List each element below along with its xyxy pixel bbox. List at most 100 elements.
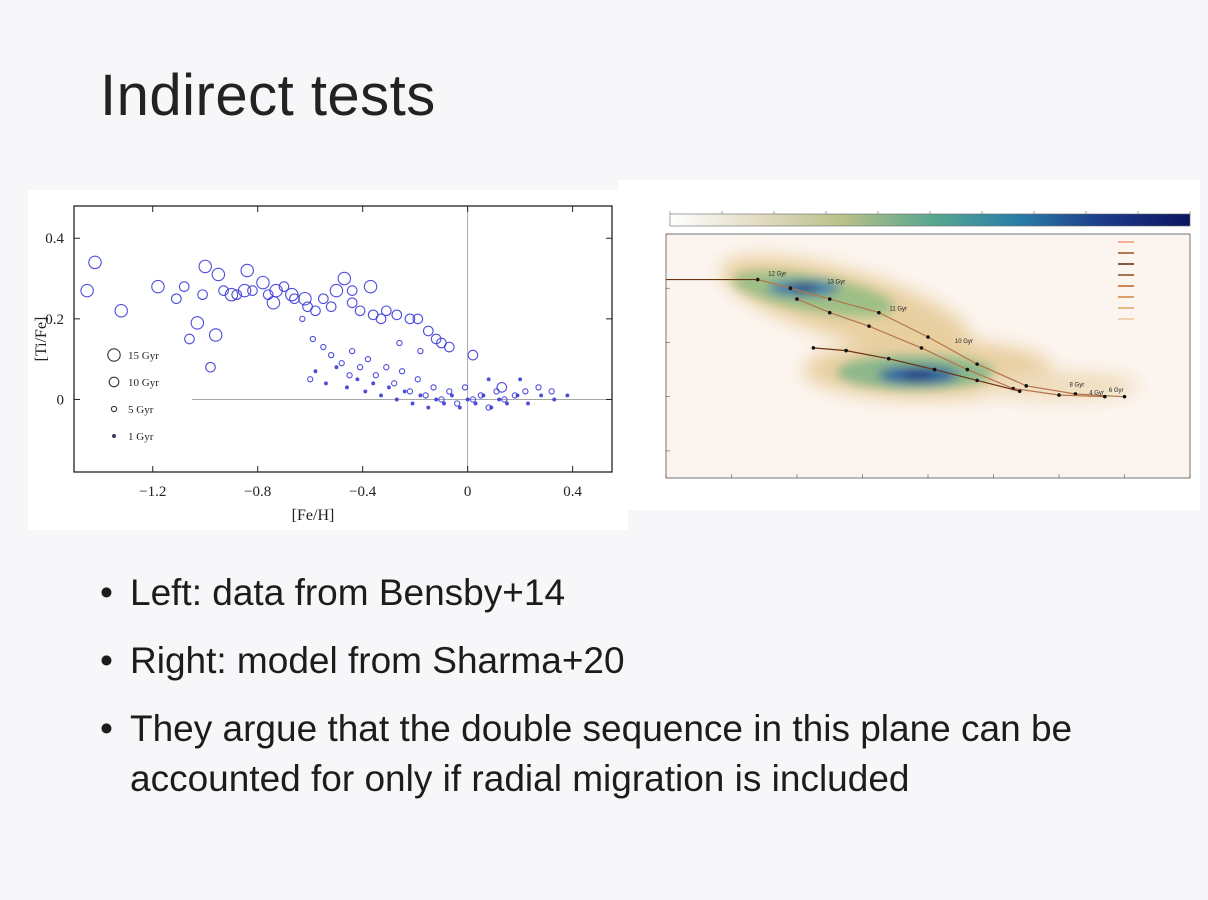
left-data-point (346, 372, 353, 379)
left-data-point (198, 259, 212, 274)
left-x-tick-label: 0.4 (563, 484, 582, 500)
left-data-point (443, 341, 455, 353)
density-peak-core (789, 284, 818, 292)
left-data-point (208, 328, 223, 342)
left-data-point (364, 356, 372, 363)
left-data-point (454, 400, 461, 407)
age-track-point (1122, 394, 1127, 399)
left-x-tick-label: −1.2 (139, 484, 166, 500)
left-data-point (240, 263, 254, 278)
age-track-point (827, 310, 832, 315)
left-data-point (320, 343, 327, 351)
left-x-axis-label: [Fe/H] (292, 507, 335, 524)
left-data-point (461, 384, 469, 391)
left-data-point (337, 271, 352, 286)
left-data-point (171, 293, 182, 305)
age-track-point (1103, 394, 1107, 399)
left-data-point (515, 393, 520, 398)
age-track-point (926, 335, 930, 339)
left-data-point (309, 335, 316, 343)
left-data-point (266, 295, 281, 310)
age-track-label: 11 Gyr (889, 307, 907, 313)
age-track-label: 10 Gyr (955, 339, 973, 345)
left-data-point (363, 279, 378, 294)
left-data-point (375, 313, 387, 325)
age-track-label: 6 Gyr (1109, 388, 1124, 394)
left-data-point (402, 389, 407, 394)
bullet-dot: • (100, 640, 113, 681)
left-data-point (518, 377, 523, 382)
left-data-point (505, 401, 509, 406)
slide-title: Indirect tests (100, 63, 436, 128)
age-track-label: 12 Gyr (768, 271, 786, 277)
left-data-point (497, 397, 502, 402)
left-data-point (418, 393, 423, 398)
left-data-point (346, 297, 358, 309)
left-y-tick-label: 0.4 (45, 231, 64, 247)
left-data-point (493, 388, 500, 395)
left-data-point (465, 397, 470, 402)
left-legend-label: 15 Gyr (128, 350, 159, 362)
left-data-point (313, 369, 318, 374)
left-data-point (535, 384, 542, 391)
left-data-point (285, 287, 299, 302)
left-data-point (190, 316, 205, 330)
left-data-point (548, 388, 555, 395)
age-track-point (827, 297, 832, 301)
bullet-list: • Left: data from Bensby+14 • Right: model… (100, 568, 1160, 804)
left-data-point (363, 389, 368, 394)
left-legend-label: 5 Gyr (128, 404, 154, 416)
left-data-point (328, 351, 335, 359)
bullet-text: Right: model from Sharma+20 (130, 640, 625, 681)
age-track-label: 4 Gyr (1089, 391, 1104, 397)
age-track-point (1017, 389, 1022, 394)
left-data-point (496, 382, 508, 393)
age-track-point (965, 367, 970, 372)
age-track-point (795, 297, 799, 301)
left-data-point (417, 347, 424, 355)
left-data-point (467, 349, 479, 361)
left-x-tick-label: 0 (464, 484, 472, 500)
bullet-item-right: • Right: model from Sharma+20 (100, 636, 1160, 686)
left-data-point (457, 405, 462, 410)
left-data-point (371, 381, 376, 386)
left-data-point (391, 309, 403, 321)
left-legend-marker (110, 405, 118, 413)
left-chart-bensby: −1.2 −0.8 −0.4 0 0.4 0 0.2 0.4 [Fe/H] [Ti/Fe] 15 G… (28, 190, 628, 530)
density-peak-core (902, 370, 935, 379)
left-legend-marker (108, 376, 120, 388)
left-data-point (329, 283, 344, 298)
left-legend-label: 10 Gyr (128, 377, 159, 389)
age-track-point (932, 367, 937, 372)
left-data-point (383, 364, 390, 371)
left-data-point (486, 377, 491, 382)
left-data-point (434, 397, 439, 402)
age-track-point (1024, 384, 1029, 388)
age-track-point (975, 378, 979, 383)
left-data-point (231, 289, 243, 301)
left-data-point (356, 364, 364, 371)
left-plot-frame (73, 205, 613, 473)
left-data-point (256, 275, 270, 290)
left-data-point (88, 255, 102, 270)
age-track-point (1057, 393, 1061, 397)
left-data-point (469, 396, 477, 403)
left-data-point (307, 376, 314, 383)
left-data-point (205, 361, 216, 373)
left-data-point (344, 385, 349, 390)
age-track-point (975, 362, 979, 366)
left-chart-background (28, 190, 628, 530)
left-data-point (414, 376, 421, 383)
left-data-point (412, 313, 424, 325)
left-data-point (346, 285, 358, 296)
left-data-point (355, 377, 360, 382)
left-data-point (396, 339, 403, 347)
age-track-label: 8 Gyr (1070, 383, 1085, 389)
left-data-point (262, 289, 274, 301)
left-data-point (442, 401, 446, 406)
left-data-point (310, 305, 321, 317)
age-track-point (844, 348, 848, 353)
left-data-point (323, 381, 328, 386)
left-data-point (438, 396, 445, 403)
left-y-axis-label: [Ti/Fe] (33, 317, 50, 362)
